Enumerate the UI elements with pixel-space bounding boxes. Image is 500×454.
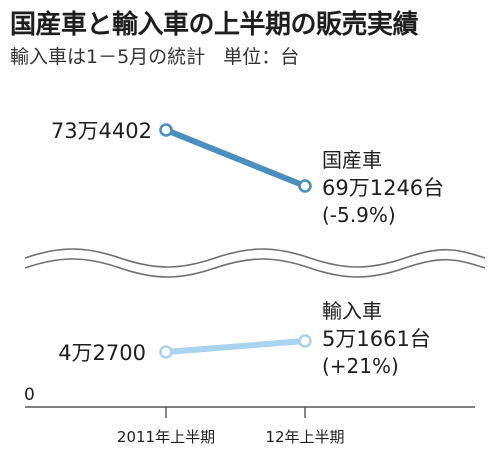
x-tick-label-2011: 2011年上半期 xyxy=(117,428,215,446)
series-line-imported xyxy=(163,338,308,355)
unit-note: 単位：台 xyxy=(223,46,300,68)
data-label-domestic-2012: 69万1246台 xyxy=(322,176,444,200)
series-line-domestic xyxy=(163,127,308,189)
data-point-imported-2012 xyxy=(298,334,312,348)
change-label-domestic: (-5.9%) xyxy=(322,203,396,227)
change-label-imported: (+21%) xyxy=(322,354,399,378)
data-point-domestic-2011 xyxy=(159,123,173,137)
axis-break-wave-bottom xyxy=(24,258,486,278)
data-point-imported-2011 xyxy=(159,345,173,359)
data-label-imported-2012: 5万1661台 xyxy=(322,327,431,351)
chart-title: 国産車と輸入車の上半期の販売実績 xyxy=(10,10,419,40)
axis-break-wave-top xyxy=(24,248,486,268)
data-label-domestic-2011: 73万4402 xyxy=(51,119,152,143)
x-tick-label-2012: 12年上半期 xyxy=(265,428,344,446)
chart-subtitle: 輸入車は1－5月の統計 単位：台 xyxy=(10,42,299,69)
data-label-imported-2011: 4万2700 xyxy=(58,341,146,365)
series-name-imported: 輸入車 xyxy=(322,299,382,323)
series-name-domestic: 国産車 xyxy=(322,148,382,172)
subtitle-note: 輸入車は1－5月の統計 xyxy=(10,46,206,68)
y-zero-label: 0 xyxy=(24,385,35,405)
data-point-domestic-2012 xyxy=(298,179,312,193)
